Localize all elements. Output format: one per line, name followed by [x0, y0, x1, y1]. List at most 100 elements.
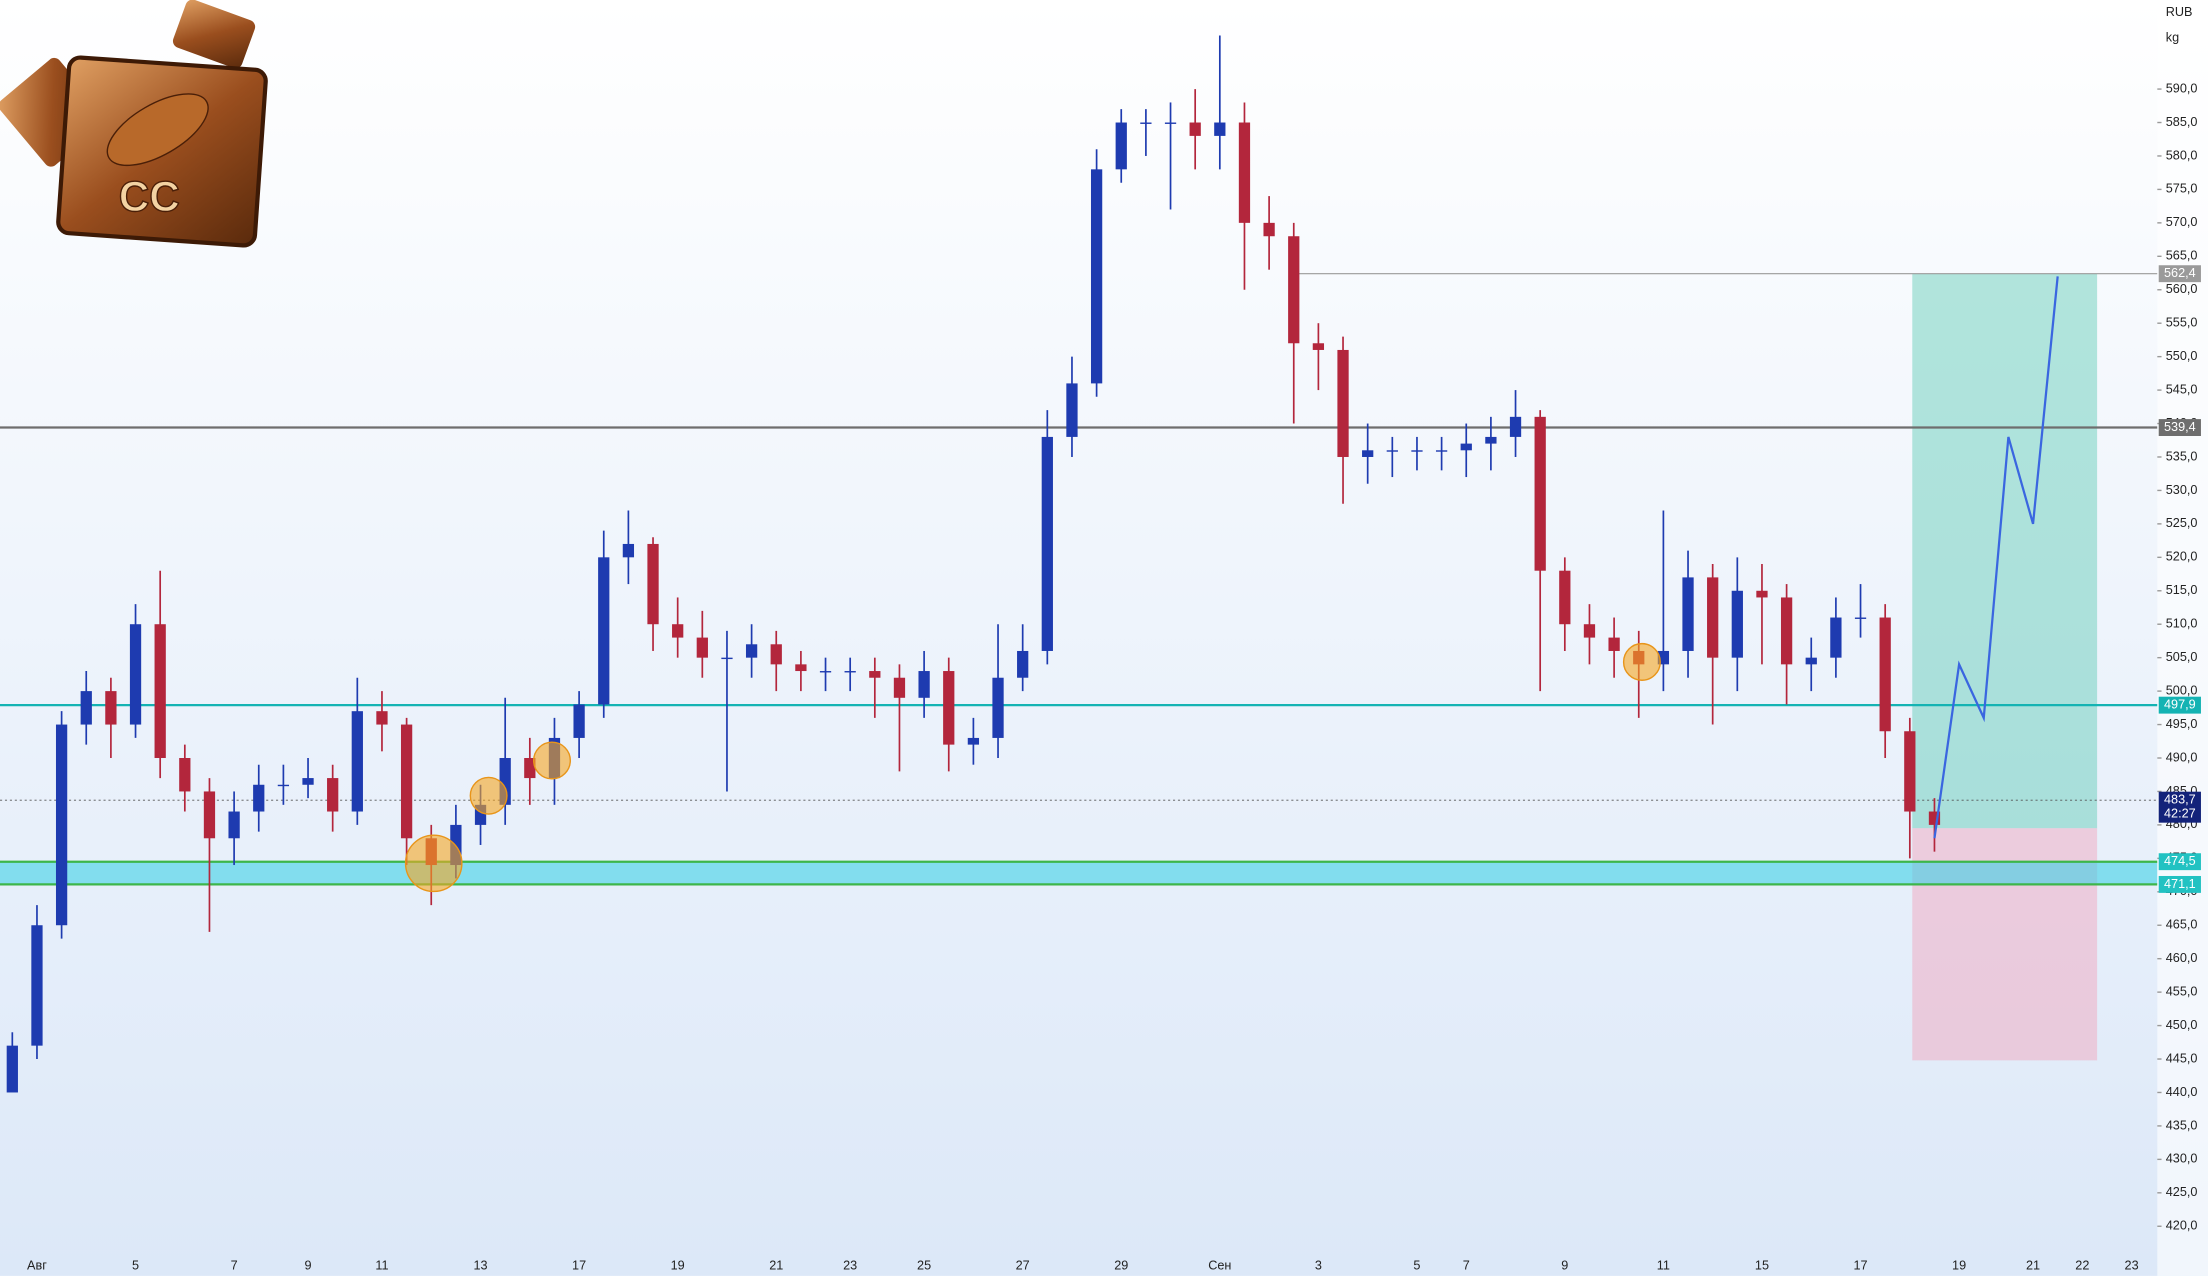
y-tick-label: 505,0 — [2166, 650, 2198, 664]
candle-body — [1707, 577, 1719, 658]
y-tick-label: 420,0 — [2166, 1219, 2198, 1233]
candle-body — [795, 664, 807, 672]
level-label-bg — [2158, 419, 2201, 436]
candle-body — [1435, 450, 1448, 452]
y-tick-label: 450,0 — [2166, 1018, 2198, 1032]
candle-body — [869, 671, 881, 678]
y-tick-label: 530,0 — [2166, 483, 2198, 497]
candle-body — [1830, 617, 1842, 658]
x-tick-label: 9 — [1561, 1258, 1568, 1272]
candle-body — [1140, 122, 1152, 124]
x-tick-label: 11 — [375, 1258, 388, 1272]
x-tick-label: 29 — [1114, 1258, 1128, 1272]
candle-body — [1682, 577, 1694, 651]
y-tick-label: 565,0 — [2166, 249, 2198, 263]
unit-label: kg — [2166, 30, 2179, 44]
y-tick-label: 500,0 — [2166, 683, 2198, 697]
candle-body — [1312, 343, 1325, 350]
x-tick-label: 7 — [1463, 1258, 1470, 1272]
x-tick-label: 15 — [1755, 1258, 1769, 1272]
candle-body — [1460, 443, 1472, 451]
candle-body — [622, 543, 635, 558]
y-tick-label: 510,0 — [2166, 617, 2198, 631]
level-label-bg — [2158, 696, 2201, 714]
x-tick-label: 21 — [769, 1258, 783, 1272]
x-tick-label: 5 — [132, 1258, 139, 1272]
level-label-bg — [2158, 875, 2201, 893]
candle-body — [1189, 122, 1201, 136]
y-tick-label: 460,0 — [2166, 951, 2198, 965]
level-label-bg — [2158, 265, 2201, 283]
x-tick-label: 9 — [305, 1258, 312, 1272]
candle-body — [1657, 650, 1670, 665]
candle-body — [770, 644, 782, 665]
x-tick-label: Сен — [1208, 1258, 1231, 1272]
candle-body — [203, 791, 216, 839]
y-tick-label: 445,0 — [2166, 1051, 2198, 1065]
y-tick-label: 515,0 — [2166, 583, 2198, 597]
candle-body — [228, 811, 240, 839]
level-label: 497,9 — [2164, 698, 2196, 712]
x-tick-label: 25 — [917, 1258, 931, 1272]
candle-body — [745, 644, 758, 658]
candle-body — [31, 925, 43, 1046]
candle-body — [1263, 222, 1275, 237]
candle-body — [1115, 122, 1127, 170]
candle-body — [105, 691, 117, 725]
logo-tile — [172, 0, 256, 69]
y-tick-label: 440,0 — [2166, 1085, 2198, 1099]
current-label-bg — [2158, 791, 2201, 823]
candle-body — [1485, 436, 1497, 444]
y-tick-label: 590,0 — [2166, 81, 2198, 95]
candle-body — [6, 1045, 18, 1093]
y-tick-label: 535,0 — [2166, 449, 2198, 463]
candle-body — [154, 624, 166, 759]
y-tick-label: 580,0 — [2166, 148, 2198, 162]
candle-body — [598, 557, 610, 705]
candle-body — [943, 671, 955, 745]
level-label: 474,5 — [2164, 854, 2196, 868]
candle-body — [1362, 450, 1374, 457]
candle-body — [376, 711, 388, 725]
candle-body — [1288, 236, 1300, 344]
logo-text: CC — [119, 173, 180, 220]
candle-body — [1559, 570, 1571, 625]
level-label-bg — [2158, 853, 2201, 871]
candle-body — [967, 737, 980, 745]
candle-body — [721, 657, 733, 660]
marker-circle — [404, 834, 463, 893]
x-tick-label: 19 — [1952, 1258, 1966, 1272]
y-tick-label: 575,0 — [2166, 182, 2198, 196]
marker-circle — [532, 741, 572, 780]
current-label: 483,7 — [2164, 792, 2196, 806]
candle-body — [1879, 617, 1891, 732]
y-tick-label: 495,0 — [2166, 717, 2198, 731]
candle-body — [844, 671, 856, 673]
x-tick-label: 27 — [1016, 1258, 1030, 1272]
candle-body — [1066, 383, 1078, 437]
candle-body — [819, 671, 832, 673]
position-profit — [1912, 273, 2098, 829]
marker-circle — [469, 776, 508, 815]
countdown-label: 42:27 — [2164, 807, 2196, 821]
candle-body — [672, 624, 684, 638]
candle-body — [524, 758, 536, 779]
level-label: 562,4 — [2164, 266, 2196, 280]
level-label: 471,1 — [2164, 877, 2196, 891]
candle-body — [1608, 637, 1620, 651]
x-tick-label: 13 — [473, 1258, 487, 1272]
candle-body — [1928, 811, 1941, 825]
candle-body — [647, 543, 659, 625]
x-tick-label: 23 — [2125, 1258, 2139, 1272]
x-tick-label: 7 — [231, 1258, 238, 1272]
logo-bean — [106, 93, 209, 167]
candle-body — [1780, 597, 1793, 665]
candle-body — [1411, 450, 1423, 452]
y-tick-label: 425,0 — [2166, 1185, 2198, 1199]
candle-body — [893, 677, 906, 698]
x-tick-label: 19 — [671, 1258, 685, 1272]
y-tick-label: 560,0 — [2166, 282, 2198, 296]
candle-body — [253, 784, 265, 812]
candle-body — [55, 724, 68, 926]
candle-body — [1509, 416, 1522, 437]
